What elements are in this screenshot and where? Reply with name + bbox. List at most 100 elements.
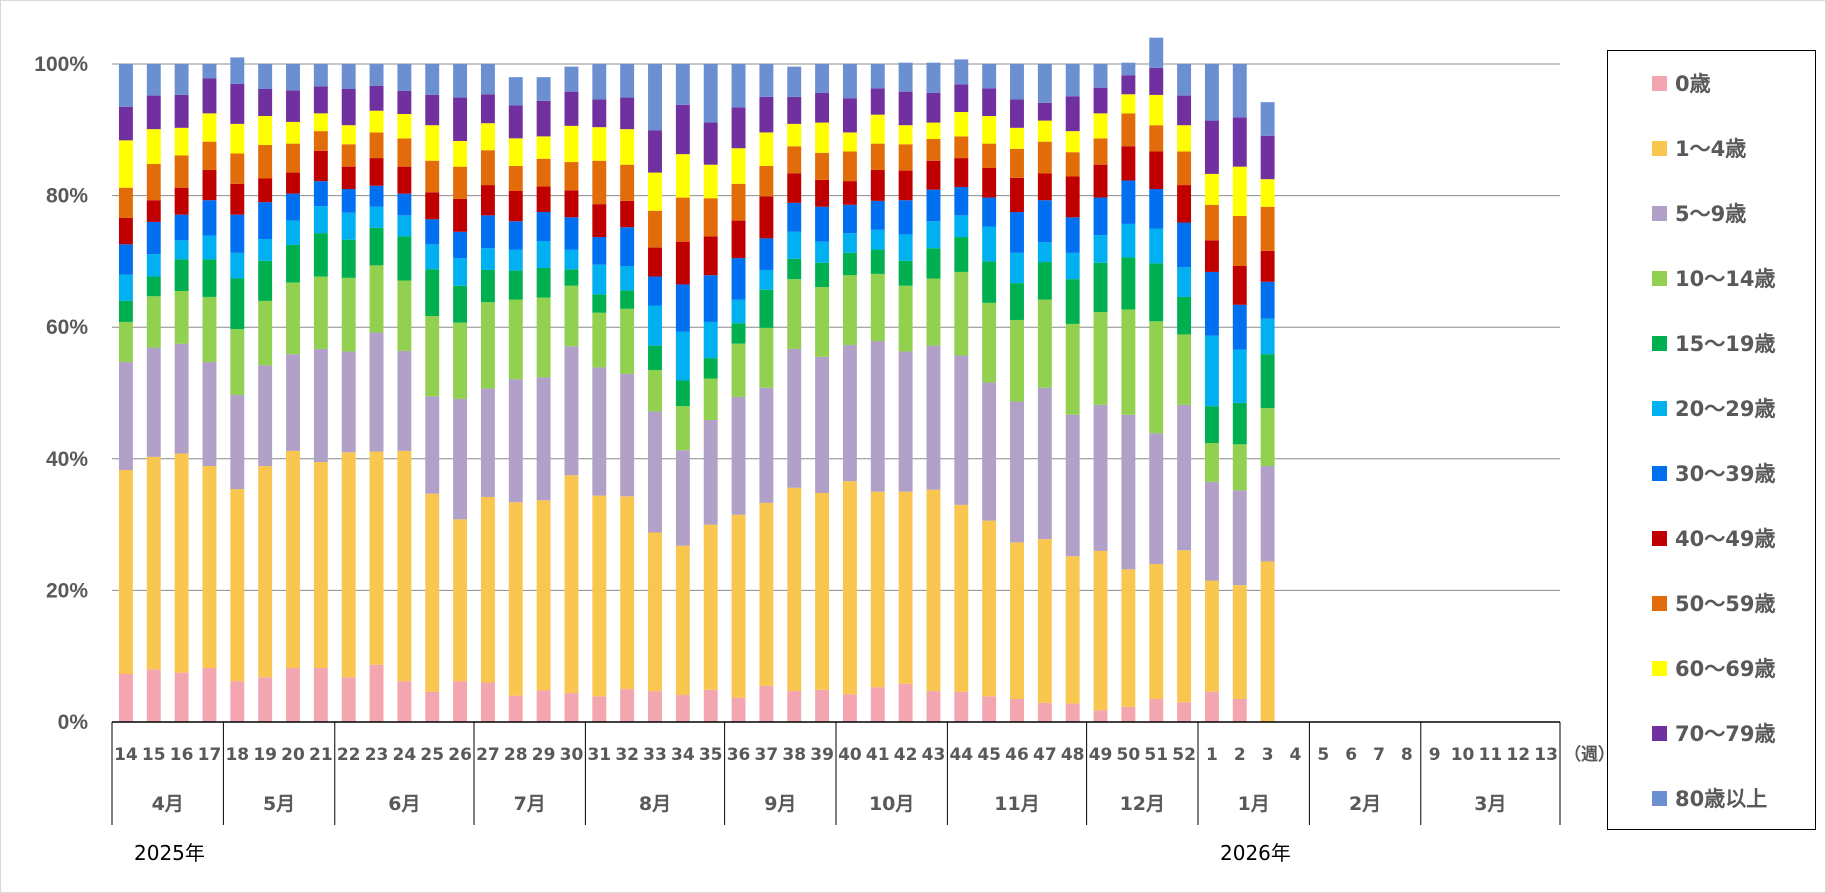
bar-segment <box>620 227 635 267</box>
bar-segment <box>898 351 913 492</box>
bar-segment <box>648 305 662 346</box>
bar-segment <box>815 356 830 494</box>
bar-week-39 <box>815 64 830 722</box>
bar-segment <box>564 91 579 126</box>
bar-segment <box>341 125 356 145</box>
bar-segment <box>870 143 885 170</box>
bar-segment <box>620 129 635 165</box>
x-tick-label: 43 <box>922 745 946 765</box>
bar-segment <box>1232 117 1247 167</box>
bar-segment <box>954 84 969 113</box>
bar-segment <box>118 187 133 218</box>
bar-segment <box>564 249 579 270</box>
bar-segment <box>202 296 217 363</box>
bar-segment <box>1065 131 1080 153</box>
legend-item: 50～59歳 <box>1652 588 1775 618</box>
x-tick-label: 19 <box>253 745 277 765</box>
bar-segment <box>731 183 746 221</box>
x-tick-label: 3 <box>1262 745 1274 765</box>
bar-segment <box>982 261 997 303</box>
y-tick-label: 40% <box>46 448 88 471</box>
bar-segment <box>1010 127 1024 149</box>
x-tick-label: 38 <box>782 745 806 765</box>
bar-segment <box>1204 580 1219 692</box>
bar-segment <box>508 190 523 222</box>
bar-segment <box>1037 702 1052 722</box>
x-tick-label: 1 <box>1206 745 1218 765</box>
bar-segment <box>787 96 802 124</box>
bar-segment <box>954 112 969 137</box>
y-tick-label: 60% <box>46 316 88 339</box>
bar-segment <box>564 346 579 476</box>
bar-segment <box>341 277 356 352</box>
x-tick-label: 14 <box>114 745 138 765</box>
bar-segment <box>118 362 133 470</box>
bar-segment <box>1010 212 1024 253</box>
bar-segment <box>202 235 217 260</box>
bar-segment <box>397 215 412 237</box>
bar-segment <box>313 276 328 349</box>
bar-week-48 <box>1065 64 1080 722</box>
x-tick-label: 11 <box>1479 745 1503 765</box>
bar-segment <box>1177 296 1192 335</box>
bar-segment <box>1149 151 1164 190</box>
bar-segment <box>313 113 328 132</box>
bar-segment <box>1177 125 1192 152</box>
bar-segment <box>1177 185 1192 223</box>
x-tick-label: 47 <box>1033 745 1057 765</box>
bar-week-51 <box>1149 37 1164 722</box>
bar-segment <box>1065 152 1080 177</box>
bar-segment <box>703 321 718 359</box>
bar-segment <box>1260 466 1275 562</box>
bar-segment <box>258 89 273 116</box>
x-tick-label: 16 <box>170 745 194 765</box>
bar-segment <box>425 64 440 95</box>
bar-segment <box>731 396 746 515</box>
bar-segment <box>146 276 161 297</box>
x-tick-label: 34 <box>671 745 695 765</box>
bar-segment <box>230 681 245 722</box>
bar-segment <box>258 64 273 90</box>
bar-week-21 <box>313 64 328 722</box>
bar-segment <box>982 167 997 198</box>
bar-segment <box>146 296 161 348</box>
bar-segment <box>1232 64 1247 118</box>
bar-segment <box>1121 257 1136 310</box>
bar-segment <box>592 237 607 265</box>
bar-segment <box>648 411 662 533</box>
bar-segment <box>1177 267 1192 297</box>
bar-segment <box>759 502 774 686</box>
bar-segment <box>648 691 662 722</box>
bar-segment <box>1232 444 1247 491</box>
bar-segment <box>675 284 690 332</box>
bar-segment <box>592 294 607 313</box>
bar-segment <box>675 545 690 696</box>
bar-segment <box>1037 173 1052 201</box>
bar-segment <box>1121 223 1136 258</box>
bar-segment <box>926 221 941 249</box>
bar-segment <box>815 122 830 153</box>
bar-segment <box>258 144 273 179</box>
month-label: 11月 <box>994 793 1039 815</box>
bar-segment <box>675 406 690 451</box>
bar-segment <box>954 355 969 505</box>
bar-segment <box>536 690 551 722</box>
bar-segment <box>1204 173 1219 205</box>
bar-segment <box>620 97 635 130</box>
bar-segment <box>982 64 997 89</box>
bar-segment <box>815 152 830 180</box>
x-tick-label: 52 <box>1172 745 1196 765</box>
bar-segment <box>1093 550 1108 711</box>
bar-segment <box>536 186 551 213</box>
bar-week-43 <box>926 62 941 722</box>
bar-segment <box>202 200 217 236</box>
bar-segment <box>397 64 412 91</box>
legend-item: 80歳以上 <box>1652 783 1767 813</box>
bar-segment <box>508 105 523 139</box>
bar-segment <box>313 233 328 277</box>
x-tick-label: 17 <box>198 745 222 765</box>
bar-segment <box>146 129 161 165</box>
bar-segment <box>759 64 774 97</box>
bar-week-46 <box>1010 64 1024 722</box>
bar-segment <box>369 664 384 722</box>
